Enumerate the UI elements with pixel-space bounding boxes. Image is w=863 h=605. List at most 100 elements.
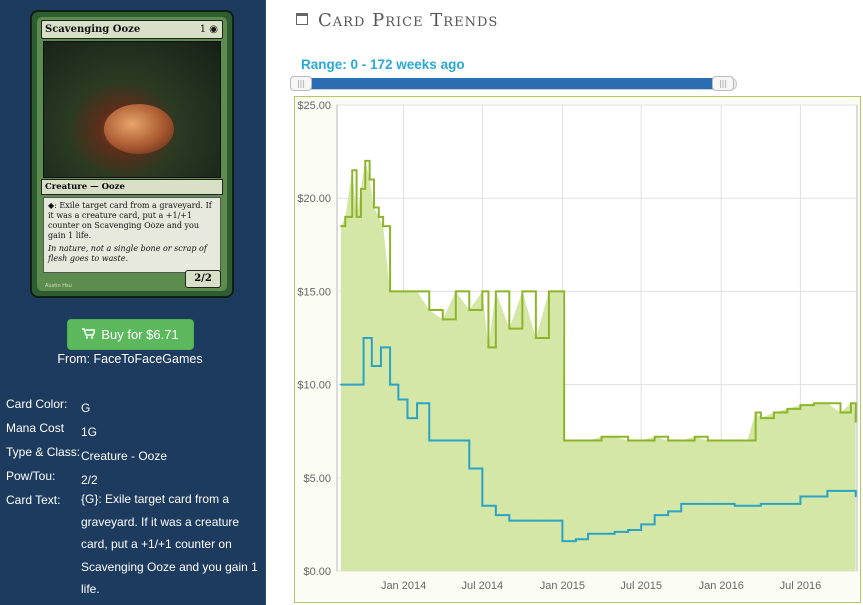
series-point-0 [340,225,342,227]
ooze-illustration [104,104,174,154]
series-point-0 [760,417,762,419]
attr-label: Mana Cost [6,421,65,435]
x-tick-label: Jan 2016 [699,580,744,592]
series-point-0 [373,206,375,209]
series-point-1 [353,383,356,386]
attr-label: Type & Class: [6,445,81,459]
series-point-0 [428,309,431,311]
range-slider-handle-end[interactable]: ||| [712,76,734,91]
series-point-0 [600,435,603,438]
series-point-1 [746,504,749,507]
series-point-0 [754,411,757,414]
series-point-0 [454,290,457,293]
card-rules-text: ◆: Exile target card from a graveyard. I… [48,201,212,240]
series-point-0 [481,290,484,293]
series-point-0 [813,402,815,405]
series-line-0 [340,159,857,442]
buy-button-label: Buy for $6.71 [101,327,179,342]
series-point-1 [773,503,775,505]
series-point-0 [773,411,775,414]
series-point-1 [839,490,842,492]
card-artist: Austin Hsu [45,283,72,289]
series-point-1 [667,510,669,513]
series-point-1 [600,532,603,535]
x-tick-label: Jul 2014 [462,580,504,592]
attr-label: Pow/Tou: [6,469,56,483]
series-point-0 [563,439,565,442]
x-tick-label: Jul 2016 [780,580,822,592]
y-tick-label: $20.00 [297,193,331,205]
x-tick-label: Jan 2014 [381,580,426,592]
series-point-1 [371,365,373,367]
series-point-0 [368,178,371,181]
series-point-0 [653,435,656,438]
series-point-1 [706,503,709,505]
series-point-1 [760,503,762,505]
card-flavor-text: In nature, not a single bone or scrap of… [48,244,207,263]
series-point-0 [613,435,616,438]
price-chart: Jan 2014 Jul 2014 Jan 2015 Jul 2015 Jan 2016… [294,96,861,603]
series-point-0 [720,439,723,442]
y-tick-label: $15.00 [297,286,331,298]
y-tick-label: $25.00 [297,100,331,112]
card-sidebar: Scavenging Ooze 1 ◉ Creature — Ooze ◆: E… [0,0,266,605]
series-point-0 [733,439,736,442]
series-point-0 [360,188,362,190]
series-point-0 [377,216,380,218]
series-point-1 [826,490,829,492]
range-slider-handle-start[interactable]: ||| [290,76,312,91]
series-point-1 [653,514,656,516]
card-text-box: ◆: Exile target card from a graveyard. I… [43,197,221,273]
series-point-1 [799,495,802,498]
range-slider-fill [300,78,725,89]
x-tick-label: Jan 2015 [540,580,585,592]
series-point-1 [428,439,431,442]
series-point-0 [786,408,789,410]
cart-icon [82,320,97,349]
card-power-toughness: 2/2 [185,270,221,288]
series-line-1 [340,337,857,543]
card-name-bar: Scavenging Ooze 1 ◉ [41,20,223,39]
series-point-0 [680,439,683,442]
series-point-0 [535,337,537,339]
series-point-0 [468,309,471,311]
series-point-1 [548,519,550,522]
series-point-0 [402,290,405,293]
series-point-0 [344,216,347,218]
series-point-0 [355,216,358,218]
attr-label: Card Color: [6,397,68,411]
card-art [43,41,221,178]
seller-name: From: FaceToFaceGames [57,352,203,366]
series-point-0 [587,439,589,442]
series-point-1 [468,467,471,470]
series-point-0 [839,411,842,414]
series-point-1 [340,383,342,386]
attr-value: Creature - Ooze [81,449,168,463]
series-point-1 [416,402,418,405]
series-point-0 [548,290,550,293]
series-point-1 [521,519,524,522]
series-point-1 [481,504,484,507]
card-frame: Scavenging Ooze 1 ◉ Creature — Ooze ◆: E… [37,17,227,291]
series-point-1 [613,531,616,533]
buy-button[interactable]: Buy for $6.71 [67,319,194,350]
calendar-icon [296,13,308,25]
series-point-0 [853,402,855,405]
series-point-1 [454,439,457,442]
series-point-1 [813,495,815,498]
series-point-0 [389,290,391,293]
attr-label: Card Text: [6,493,61,507]
range-label: Range: 0 - 172 weeks ago [301,57,465,72]
series-point-1 [640,523,642,526]
series-point-0 [627,439,629,442]
series-point-0 [640,439,642,442]
series-point-0 [850,402,852,405]
series-point-0 [561,290,563,293]
series-point-0 [382,225,384,227]
series-point-1 [495,514,497,516]
series-point-1 [535,519,537,522]
series-point-0 [693,435,696,438]
series-point-1 [406,417,409,419]
y-tick-label: $5.00 [303,473,331,485]
price-chart-svg: Jan 2014 Jul 2014 Jan 2015 Jul 2015 Jan 2016… [297,100,858,592]
